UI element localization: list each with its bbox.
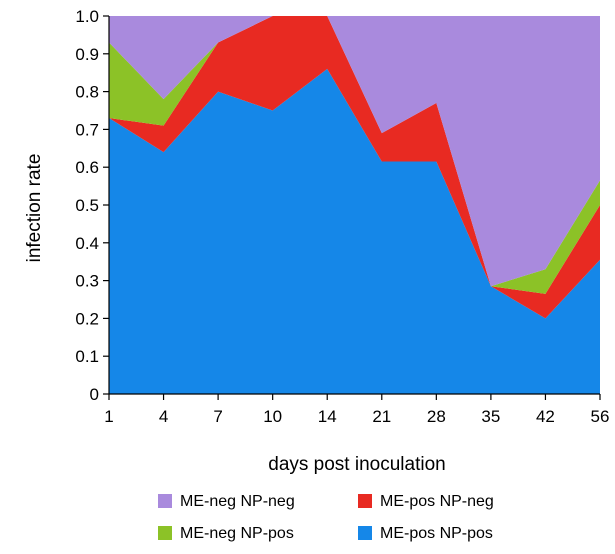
x-tick-label: 28: [427, 407, 446, 426]
x-tick-label: 56: [591, 407, 610, 426]
legend-label: ME-pos NP-pos: [380, 525, 493, 542]
y-tick-label: 0.2: [75, 309, 99, 328]
y-tick-label: 0.3: [75, 272, 99, 291]
area-me-neg-np-pos: [109, 16, 600, 294]
y-tick-label: 0.8: [75, 83, 99, 102]
y-tick-label: 0.4: [75, 234, 99, 253]
x-tick-label: 7: [213, 407, 222, 426]
legend: ME-neg NP-neg ME-pos NP-neg ME-neg NP-pos M…: [158, 493, 494, 542]
y-tick-label: 0.6: [75, 158, 99, 177]
legend-swatch: [158, 494, 172, 508]
x-tick-label: 35: [481, 407, 500, 426]
legend-swatch: [158, 526, 172, 540]
x-tick-label: 10: [263, 407, 282, 426]
legend-label: ME-neg NP-pos: [180, 525, 294, 542]
y-tick-label: 0.7: [75, 120, 99, 139]
area-layers: [109, 16, 600, 395]
x-tick-label: 1: [104, 407, 113, 426]
y-tick-label: 0: [90, 385, 99, 404]
y-tick-label: 0.9: [75, 45, 99, 64]
y-tick-label: 0.1: [75, 347, 99, 366]
y-tick-label: 1.0: [75, 7, 99, 26]
x-tick-label: 42: [536, 407, 555, 426]
x-tick-label: 4: [159, 407, 168, 426]
y-axis-title: infection rate: [24, 154, 45, 263]
x-axis-title: days post inoculation: [268, 454, 445, 475]
legend-swatch: [358, 494, 372, 508]
x-tick-label: 14: [318, 407, 337, 426]
area-me-pos-np-pos: [109, 68, 600, 395]
legend-swatch: [358, 526, 372, 540]
y-tick-label: 0.5: [75, 196, 99, 215]
area-me-neg-np-neg: [109, 16, 600, 287]
legend-label: ME-neg NP-neg: [180, 493, 295, 510]
axes: 00.10.20.30.40.50.60.70.80.91.01 4 7 10 14 21…: [75, 7, 609, 426]
area-me-pos-np-neg: [109, 16, 600, 319]
legend-label: ME-pos NP-neg: [380, 493, 494, 510]
x-tick-label: 21: [372, 407, 391, 426]
